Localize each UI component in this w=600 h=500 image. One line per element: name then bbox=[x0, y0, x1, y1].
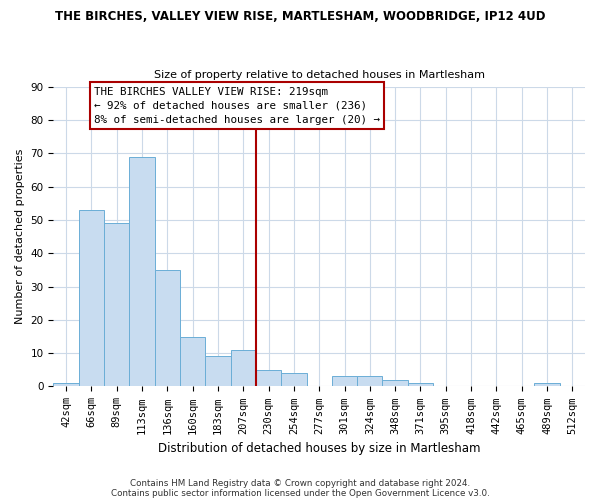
Bar bbox=[230, 350, 256, 387]
Bar bbox=[180, 336, 205, 386]
Bar bbox=[408, 383, 433, 386]
Bar bbox=[53, 383, 79, 386]
Bar bbox=[382, 380, 408, 386]
Bar bbox=[130, 156, 155, 386]
Text: THE BIRCHES VALLEY VIEW RISE: 219sqm
← 92% of detached houses are smaller (236)
: THE BIRCHES VALLEY VIEW RISE: 219sqm ← 9… bbox=[94, 87, 380, 125]
Bar bbox=[256, 370, 281, 386]
Bar bbox=[357, 376, 382, 386]
X-axis label: Distribution of detached houses by size in Martlesham: Distribution of detached houses by size … bbox=[158, 442, 481, 455]
Text: Contains HM Land Registry data © Crown copyright and database right 2024.: Contains HM Land Registry data © Crown c… bbox=[130, 478, 470, 488]
Bar bbox=[332, 376, 357, 386]
Text: Contains public sector information licensed under the Open Government Licence v3: Contains public sector information licen… bbox=[110, 488, 490, 498]
Bar bbox=[281, 373, 307, 386]
Bar bbox=[79, 210, 104, 386]
Title: Size of property relative to detached houses in Martlesham: Size of property relative to detached ho… bbox=[154, 70, 485, 81]
Bar bbox=[104, 224, 130, 386]
Bar bbox=[205, 356, 230, 386]
Text: THE BIRCHES, VALLEY VIEW RISE, MARTLESHAM, WOODBRIDGE, IP12 4UD: THE BIRCHES, VALLEY VIEW RISE, MARTLESHA… bbox=[55, 10, 545, 23]
Y-axis label: Number of detached properties: Number of detached properties bbox=[15, 149, 25, 324]
Bar bbox=[155, 270, 180, 386]
Bar bbox=[535, 383, 560, 386]
